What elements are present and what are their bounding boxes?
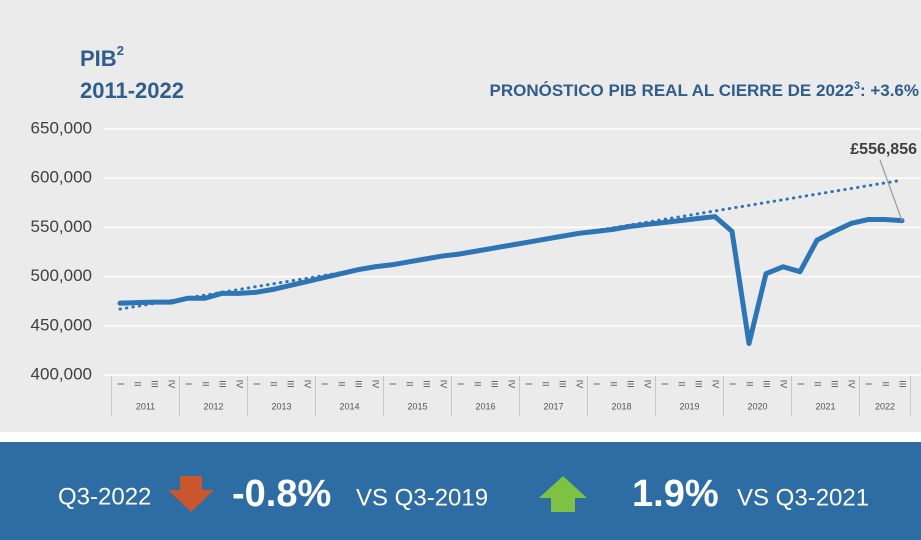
footer-period: Q3-2022 xyxy=(58,483,151,510)
y-tick-label: 650,000 xyxy=(31,118,92,137)
year-label: 2022 xyxy=(875,401,895,411)
x-tick-label: IV xyxy=(235,380,245,389)
x-tick-label: IV xyxy=(779,380,789,389)
year-label: 2013 xyxy=(271,401,291,411)
x-tick-label: III xyxy=(762,380,772,388)
x-tick-label: IV xyxy=(371,380,381,389)
x-tick-label: III xyxy=(422,380,432,388)
x-tick-label: II xyxy=(201,381,211,386)
chart-subtitle: 2011-2022 xyxy=(80,78,184,103)
x-tick-label: III xyxy=(354,380,364,388)
plot: 400,000 450,000 500,000 550,000 600,000 650,0… xyxy=(31,118,921,416)
x-tick-label: IV xyxy=(847,380,857,389)
x-tick-label: II xyxy=(881,381,891,386)
x-tick-label: III xyxy=(626,380,636,388)
year-label: 2012 xyxy=(203,401,223,411)
x-tick-label: III xyxy=(558,380,568,388)
x-tick-label: I xyxy=(864,383,874,386)
footer-vs-2: VS Q3-2021 xyxy=(737,484,869,511)
x-tick-label: IV xyxy=(303,380,313,389)
chart-title: PIB2 xyxy=(80,43,124,70)
forecast-value: : +3.6% xyxy=(860,81,919,100)
title-sup: 2 xyxy=(117,43,124,58)
x-tick-label: II xyxy=(133,381,143,386)
x-tick-label: I xyxy=(796,383,806,386)
x-tick-label: I xyxy=(320,383,330,386)
annotation-label: £556,856 xyxy=(850,141,917,158)
x-tick-label: I xyxy=(116,383,126,386)
year-label: 2018 xyxy=(611,401,631,411)
x-tick-label: I xyxy=(252,383,262,386)
y-tick-label: 400,000 xyxy=(31,364,92,383)
x-tick-label: I xyxy=(456,383,466,386)
footer-change-2: 1.9% xyxy=(632,473,719,515)
year-label: 2014 xyxy=(339,401,359,411)
x-tick-label: II xyxy=(813,381,823,386)
forecast-sup: 3 xyxy=(854,80,860,92)
x-tick-label: III xyxy=(490,380,500,388)
forecast: PRONÓSTICO PIB REAL AL CIERRE DE 20223: … xyxy=(489,80,919,101)
x-tick-label: II xyxy=(337,381,347,386)
x-tick-label: IV xyxy=(643,380,653,389)
x-tick-label: II xyxy=(473,381,483,386)
year-label: 2021 xyxy=(815,401,835,411)
footer-change-1: -0.8% xyxy=(232,473,331,515)
x-tick-label: III xyxy=(218,380,228,388)
x-tick-label: IV xyxy=(507,380,517,389)
down-arrow xyxy=(168,476,214,512)
forecast-text: PRONÓSTICO PIB REAL AL CIERRE DE 2022 xyxy=(489,81,853,100)
x-tick-label: II xyxy=(745,381,755,386)
x-tick-label: II xyxy=(541,381,551,386)
x-tick-label: II xyxy=(677,381,687,386)
annotation-leader xyxy=(879,159,903,221)
year-label: 2019 xyxy=(679,401,699,411)
x-tick-label: IV xyxy=(439,380,449,389)
year-label: 2020 xyxy=(747,401,767,411)
x-tick-label: IV xyxy=(167,380,177,389)
footer-banner xyxy=(0,442,921,540)
x-tick-label: II xyxy=(269,381,279,386)
y-tick-label: 550,000 xyxy=(31,217,92,236)
x-tick-label: II xyxy=(609,381,619,386)
x-tick-label: III xyxy=(898,380,908,388)
title-text: PIB xyxy=(80,46,117,71)
x-tick-label: III xyxy=(286,380,296,388)
x-tick-label: I xyxy=(388,383,398,386)
x-tick-label: III xyxy=(694,380,704,388)
year-label: 2017 xyxy=(543,401,563,411)
x-tick-label: I xyxy=(728,383,738,386)
year-label: 2015 xyxy=(407,401,427,411)
y-tick-label: 600,000 xyxy=(31,168,92,187)
x-tick-label: III xyxy=(830,380,840,388)
chart-background xyxy=(0,0,921,432)
data-line xyxy=(117,214,905,347)
x-tick-label: II xyxy=(405,381,415,386)
up-arrow xyxy=(539,476,587,512)
x-tick-label: I xyxy=(592,383,602,386)
x-tick-label: III xyxy=(150,380,160,388)
year-label: 2016 xyxy=(475,401,495,411)
y-tick-label: 450,000 xyxy=(31,315,92,334)
x-tick-label: I xyxy=(660,383,670,386)
y-tick-label: 500,000 xyxy=(31,266,92,285)
year-label: 2011 xyxy=(136,401,155,411)
x-tick-label: IV xyxy=(711,380,721,389)
x-tick-label: I xyxy=(184,383,194,386)
footer-vs-1: VS Q3-2019 xyxy=(356,484,488,511)
x-tick-label: IV xyxy=(575,380,585,389)
x-tick-label: I xyxy=(524,383,534,386)
